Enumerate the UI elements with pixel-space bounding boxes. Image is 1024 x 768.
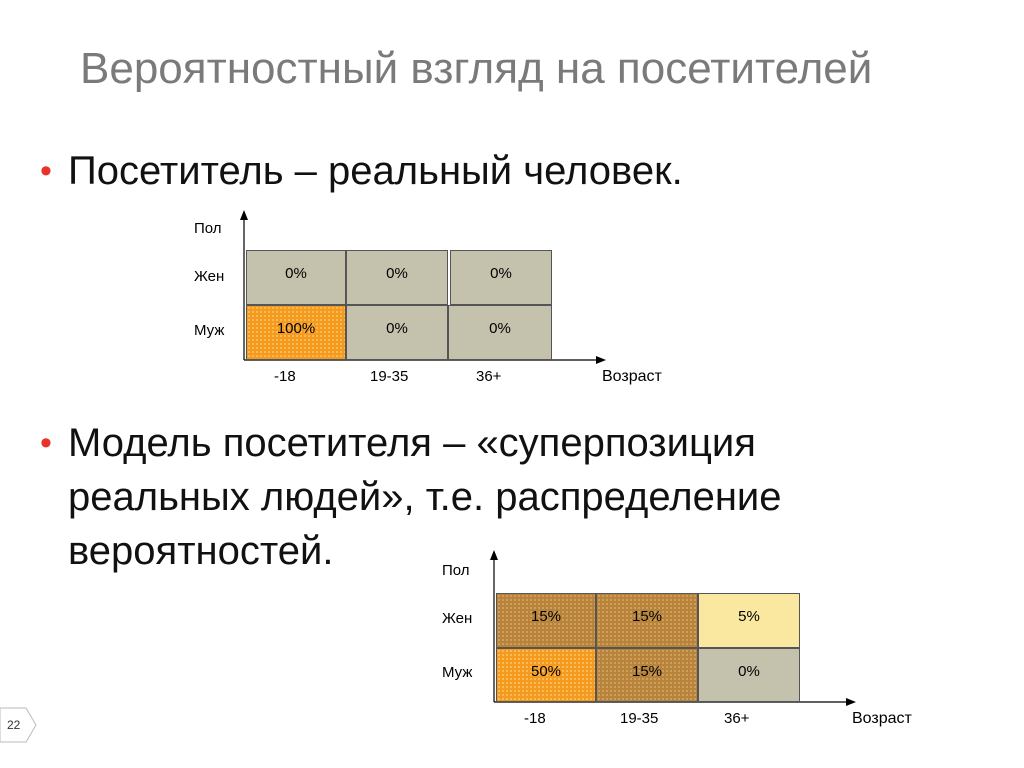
page-number-badge: 22	[0, 706, 40, 751]
cell-female-19-35: 15%	[596, 593, 698, 648]
cell-male-19-35: 0%	[346, 305, 448, 360]
x-axis-label: Возраст	[852, 710, 912, 727]
col-label-36plus: 36+	[476, 368, 502, 385]
page-number: 22	[7, 718, 21, 732]
cell-female-36plus: 5%	[698, 593, 800, 648]
bullet-marker: •	[40, 152, 52, 190]
bullet-visitor-model: • Модель посетителя – «суперпозиция реал…	[40, 416, 888, 578]
cell-female-under18: 15%	[496, 593, 596, 648]
page-badge-shape	[0, 707, 37, 743]
row-label-female: Жен	[442, 610, 473, 627]
x-axis-label: Возраст	[602, 368, 662, 385]
col-label-19-35: 19-35	[620, 710, 659, 727]
bullet-real-visitor: • Посетитель – реальный человек.	[40, 144, 683, 198]
bullet-text: Посетитель – реальный человек.	[68, 149, 683, 193]
col-label-under18: -18	[274, 368, 296, 385]
col-label-19-35: 19-35	[370, 368, 409, 385]
y-axis-label: Пол	[194, 220, 222, 237]
slide-title: Вероятностный взгляд на посетителей	[80, 44, 873, 93]
cell-male-36plus: 0%	[698, 648, 800, 702]
cell-male-under18: 50%	[496, 648, 596, 702]
y-axis-label: Пол	[442, 562, 470, 579]
col-label-under18: -18	[524, 710, 546, 727]
cell-male-19-35: 15%	[596, 648, 698, 702]
cell-male-36plus: 0%	[448, 305, 552, 360]
row-label-male: Муж	[194, 322, 225, 339]
bullet-marker: •	[40, 424, 52, 462]
row-label-female: Жен	[194, 268, 225, 285]
cell-male-under18: 100%	[246, 305, 346, 360]
row-label-male: Муж	[442, 664, 473, 681]
bullet-text: Модель посетителя – «суперпозиция реальн…	[68, 421, 782, 573]
col-label-36plus: 36+	[724, 710, 750, 727]
cell-female-under18: 0%	[246, 250, 346, 305]
cell-female-19-35: 0%	[346, 250, 448, 305]
cell-female-36plus: 0%	[450, 250, 552, 305]
